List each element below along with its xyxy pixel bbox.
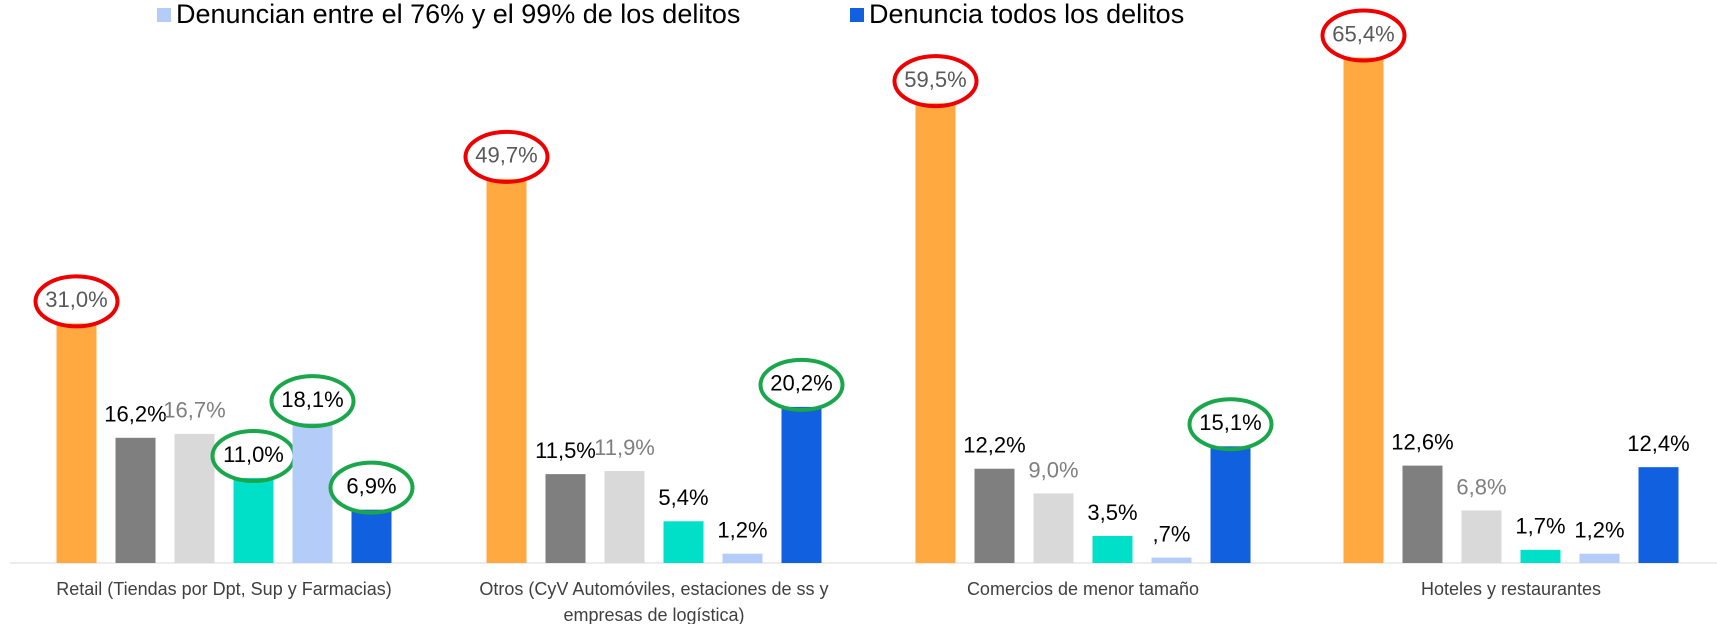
bar bbox=[1343, 57, 1384, 564]
data-label: 11,5% bbox=[535, 438, 596, 463]
bar bbox=[915, 103, 956, 564]
data-label: 6,8% bbox=[1456, 474, 1506, 499]
legend-label: Denuncia todos los delitos bbox=[869, 0, 1184, 29]
data-label: 1,7% bbox=[1515, 514, 1565, 539]
data-label: 16,2% bbox=[104, 402, 166, 427]
highlight-circle bbox=[1320, 8, 1407, 63]
data-label: 12,2% bbox=[963, 433, 1025, 458]
bar bbox=[1638, 467, 1679, 563]
data-label: ,7% bbox=[1153, 521, 1191, 546]
data-label: 59,5% bbox=[904, 67, 966, 92]
x-tick-label: Comercios de menor tamaño bbox=[966, 579, 1200, 599]
data-label: 1,2% bbox=[1574, 518, 1624, 543]
data-label: 18,1% bbox=[281, 387, 343, 412]
bar bbox=[1461, 510, 1502, 563]
data-label: 6,9% bbox=[346, 473, 396, 498]
bar bbox=[1520, 549, 1561, 563]
x-tick-label: Hoteles y restaurantes bbox=[1420, 579, 1602, 599]
x-tick-label: Retail (Tiendas por Dpt, Sup y Farmacias… bbox=[56, 579, 392, 599]
data-label: 49,7% bbox=[475, 143, 537, 168]
bar bbox=[292, 423, 333, 563]
highlight-circle bbox=[1187, 397, 1274, 452]
highlight-circle bbox=[463, 129, 550, 184]
data-label: 31,0% bbox=[45, 287, 107, 312]
bar bbox=[974, 468, 1015, 563]
highlight-circle bbox=[33, 274, 120, 329]
data-label: 3,5% bbox=[1087, 500, 1137, 525]
legend-label: Denuncian entre el 76% y el 99% de los d… bbox=[176, 0, 740, 29]
bar bbox=[1210, 446, 1251, 563]
bar bbox=[1092, 535, 1133, 563]
bar bbox=[1033, 493, 1074, 563]
data-label: 9,0% bbox=[1028, 457, 1078, 482]
data-label: 12,4% bbox=[1627, 431, 1689, 456]
highlight-circle bbox=[328, 460, 415, 515]
bar bbox=[1579, 553, 1620, 563]
data-label: 11,9% bbox=[594, 435, 655, 460]
bar bbox=[1402, 465, 1443, 563]
bar bbox=[545, 474, 586, 563]
bar bbox=[486, 178, 527, 563]
data-label: 20,2% bbox=[770, 371, 832, 396]
data-label: 15,1% bbox=[1199, 410, 1261, 435]
bar bbox=[663, 521, 704, 563]
highlight-circle bbox=[269, 374, 356, 429]
x-tick-label: Otros (CyV Automóviles, estaciones de ss… bbox=[479, 579, 829, 624]
bar bbox=[56, 323, 97, 563]
data-label: 1,2% bbox=[717, 518, 767, 543]
legend-swatch bbox=[850, 8, 864, 22]
data-label: 5,4% bbox=[658, 485, 708, 510]
highlight-circle bbox=[892, 54, 979, 109]
data-label: 16,7% bbox=[163, 398, 225, 423]
data-label: 12,6% bbox=[1391, 429, 1453, 454]
highlight-circle bbox=[758, 357, 845, 412]
data-label: 65,4% bbox=[1332, 21, 1394, 46]
legend-swatch bbox=[157, 8, 171, 22]
bar bbox=[233, 477, 274, 563]
bar bbox=[351, 509, 392, 563]
bar bbox=[604, 471, 645, 563]
bar bbox=[781, 406, 822, 563]
data-label: 11,0% bbox=[223, 442, 284, 467]
bar bbox=[174, 433, 215, 563]
bar bbox=[722, 553, 763, 563]
bar bbox=[1151, 557, 1192, 563]
bar bbox=[115, 437, 156, 563]
